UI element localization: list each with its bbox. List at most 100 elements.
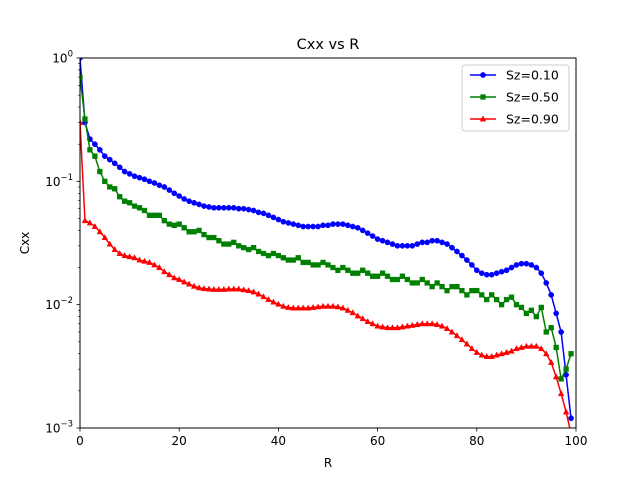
legend-label: Sz=0.50 (506, 90, 559, 105)
data-point (315, 223, 321, 230)
data-point (404, 276, 411, 283)
data-point (557, 390, 565, 397)
data-point (399, 242, 406, 249)
data-point (141, 207, 148, 214)
data-point (354, 312, 361, 319)
legend-label: Sz=0.90 (506, 112, 559, 127)
data-point (384, 273, 391, 279)
data-point (225, 285, 233, 292)
data-point (81, 217, 89, 224)
data-point (290, 257, 296, 263)
data-point (349, 309, 357, 316)
data-point (389, 241, 396, 247)
data-point (255, 209, 262, 216)
data-point (295, 222, 302, 229)
data-point (191, 199, 197, 206)
data-point (483, 352, 490, 359)
data-point (478, 351, 485, 358)
data-point (185, 280, 193, 287)
data-point (171, 274, 178, 281)
data-point (489, 292, 495, 298)
data-point (399, 323, 406, 330)
data-point (196, 227, 202, 234)
data-point (409, 242, 416, 249)
data-point (364, 230, 371, 237)
data-point (429, 283, 435, 290)
data-point (285, 303, 292, 310)
data-point (548, 292, 555, 298)
data-point (305, 223, 312, 230)
data-point (211, 204, 217, 211)
data-point (196, 201, 202, 208)
data-point (344, 306, 352, 313)
data-point (444, 241, 450, 247)
data-point (235, 285, 242, 292)
legend: Sz=0.10 Sz=0.50 Sz=0.90 (461, 64, 570, 132)
data-point (324, 302, 332, 309)
data-point (423, 320, 431, 327)
data-point (320, 259, 326, 266)
data-point (106, 240, 113, 247)
data-point (369, 233, 376, 239)
data-point (121, 252, 128, 259)
data-point (206, 204, 212, 210)
data-point (330, 221, 336, 227)
data-point (255, 248, 262, 255)
data-point (483, 271, 490, 278)
data-point (374, 236, 381, 242)
series-3 (80, 118, 571, 428)
data-point (533, 342, 540, 349)
legend-marker (480, 72, 486, 78)
data-point (96, 228, 104, 235)
data-point (513, 262, 520, 268)
data-point (255, 290, 262, 297)
data-point (484, 296, 490, 303)
data-point (176, 221, 182, 227)
data-point (290, 221, 297, 227)
data-point (181, 225, 187, 231)
x-tick-label: 60 (370, 434, 385, 448)
data-point (166, 271, 173, 278)
data-point (508, 294, 515, 300)
data-point (216, 238, 222, 244)
data-point (488, 352, 495, 359)
data-point (280, 218, 287, 225)
data-point (523, 342, 530, 349)
legend-item: Sz=0.10 (470, 68, 559, 83)
data-point (439, 283, 445, 290)
data-point (166, 187, 173, 193)
data-point (493, 270, 500, 277)
y-tick-label: 10−1 (45, 173, 73, 189)
data-point (409, 321, 416, 328)
data-point (96, 146, 103, 153)
data-point (80, 118, 84, 125)
legend-item: Sz=0.90 (470, 112, 559, 127)
data-point (369, 273, 376, 279)
data-point (245, 246, 252, 253)
data-point (82, 116, 88, 122)
data-point (389, 324, 396, 331)
data-point (131, 203, 138, 209)
data-point (210, 285, 218, 292)
data-point (394, 276, 401, 283)
data-point (548, 325, 554, 331)
data-point (151, 212, 158, 218)
data-point (528, 342, 535, 349)
y-axis-label: Cxx (18, 232, 32, 255)
data-point (240, 286, 247, 293)
data-point (285, 220, 292, 226)
legend-marker (479, 115, 487, 122)
data-point (92, 153, 98, 159)
data-point (305, 259, 311, 266)
data-point (355, 270, 361, 276)
y-tick-label: 10−2 (45, 296, 73, 312)
data-point (528, 262, 535, 268)
data-point (340, 264, 346, 271)
data-point (349, 223, 356, 230)
data-point (151, 261, 158, 268)
data-point (334, 303, 342, 310)
data-point (325, 222, 331, 229)
data-point (245, 206, 252, 213)
data-point (518, 343, 525, 350)
x-tick-label: 0 (76, 434, 84, 448)
